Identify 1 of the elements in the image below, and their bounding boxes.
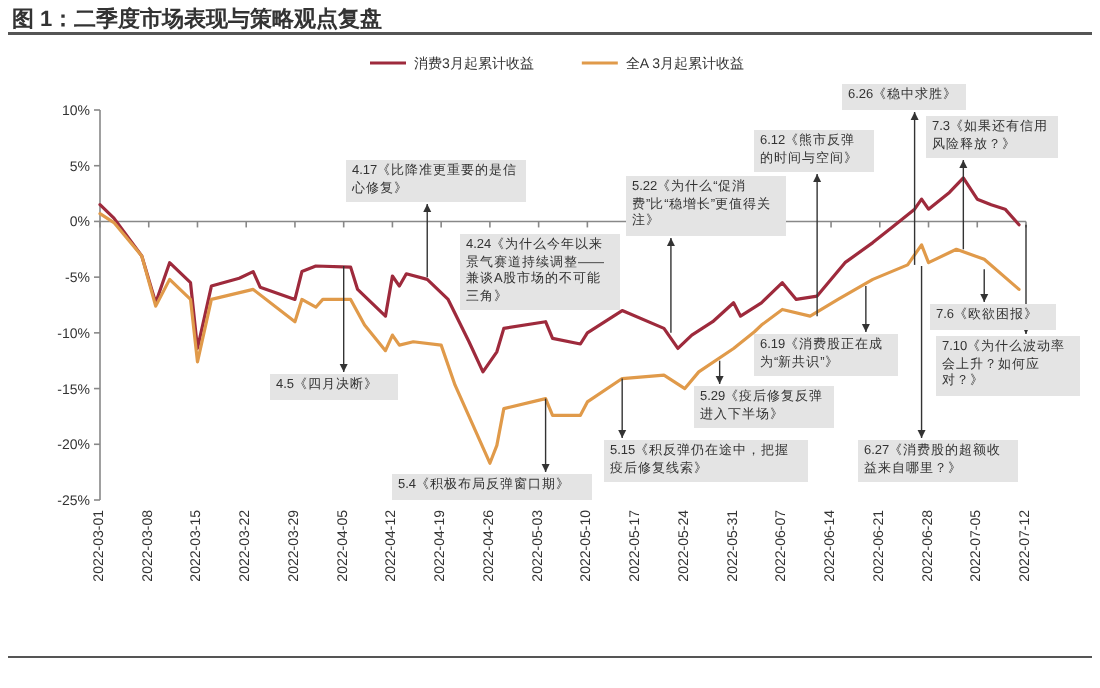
title: 图 1：二季度市场表现与策略观点复盘 [12,8,383,32]
